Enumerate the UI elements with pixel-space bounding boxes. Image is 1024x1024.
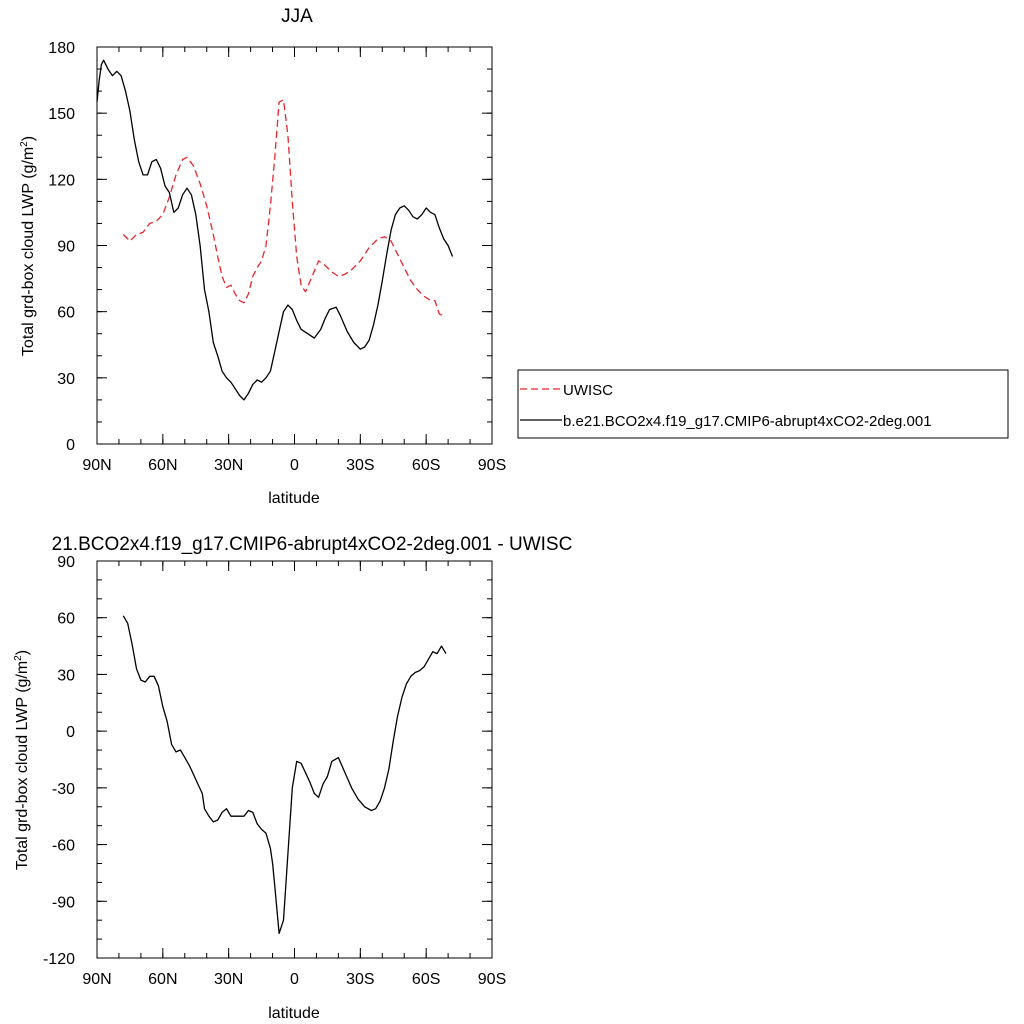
x-tick-label: 60S: [412, 457, 440, 474]
y-tick-label: 0: [66, 724, 75, 741]
y-tick-label: -90: [52, 894, 75, 911]
x-tick-label: 30N: [214, 971, 243, 988]
x-tick-label: 90N: [82, 457, 111, 474]
panel-2-ticks: 90N 60N 30N 0 30S 60S 90S -120 -90 -60 -30 0 30 60 90: [43, 554, 506, 988]
x-tick-label: 0: [290, 457, 299, 474]
y-tick-label: 150: [48, 106, 75, 123]
panel-1-ticks: 90N 60N 30N 0 30S 60S 90S 0 30 60 90 120 150 180: [48, 40, 506, 474]
y-tick-label: 90: [57, 554, 75, 571]
x-tick-label: 30S: [346, 457, 374, 474]
panel-2-title: 21.BCO2x4.f19_g17.CMIP6-abrupt4xCO2-2deg…: [52, 534, 573, 555]
series-line-model: [96, 59, 454, 401]
x-tick-label: 30S: [346, 971, 374, 988]
legend-box: [517, 369, 1009, 439]
y-tick-label: -120: [43, 951, 75, 968]
panel-1-plot-frame: [96, 46, 493, 445]
y-tick-label: -60: [52, 838, 75, 855]
y-tick-label: 30: [57, 667, 75, 684]
y-tick-label: 30: [57, 371, 75, 388]
panel-2-series: [122, 615, 447, 935]
legend: UWISC b.e21.BCO2x4.f19_g17.CMIP6-abrupt4…: [517, 369, 1009, 439]
panel-2: 21.BCO2x4.f19_g17.CMIP6-abrupt4xCO2-2deg…: [13, 534, 572, 1022]
panel-2-x-axis-label: latitude: [268, 1005, 320, 1022]
series-line-difference: [122, 615, 447, 935]
y-tick-label: 90: [57, 239, 75, 256]
panel-1-y-axis-label: Total grd-box cloud LWP (g/m2): [19, 136, 37, 356]
y-tick-label: -30: [52, 781, 75, 798]
x-tick-label: 60N: [148, 457, 177, 474]
panel-2-plot-frame: [96, 560, 493, 959]
x-tick-label: 90S: [478, 457, 506, 474]
panel-1-title: JJA: [281, 6, 313, 27]
x-tick-label: 90N: [82, 971, 111, 988]
panel-2-y-axis-label: Total grd-box cloud LWP (g/m2): [13, 650, 31, 870]
x-tick-label: 0: [290, 971, 299, 988]
x-tick-label: 30N: [214, 457, 243, 474]
y-tick-label: 180: [48, 40, 75, 57]
x-tick-label: 60N: [148, 971, 177, 988]
x-tick-label: 60S: [412, 971, 440, 988]
y-tick-label: 60: [57, 305, 75, 322]
y-tick-label: 0: [66, 437, 75, 454]
panel-1-x-axis-label: latitude: [268, 490, 320, 507]
y-tick-label: 120: [48, 172, 75, 189]
panel-1-series: [96, 59, 454, 401]
x-tick-label: 90S: [478, 971, 506, 988]
y-tick-label: 60: [57, 611, 75, 628]
series-line-uwisc: [122, 99, 444, 317]
panel-1: JJA 90N 60N 30N 0 30S 60S 90S0306090120150180 …: [19, 6, 1009, 507]
legend-label-uwisc: UWISC: [563, 382, 613, 399]
legend-label-model: b.e21.BCO2x4.f19_g17.CMIP6-abrupt4xCO2-2…: [563, 413, 932, 430]
